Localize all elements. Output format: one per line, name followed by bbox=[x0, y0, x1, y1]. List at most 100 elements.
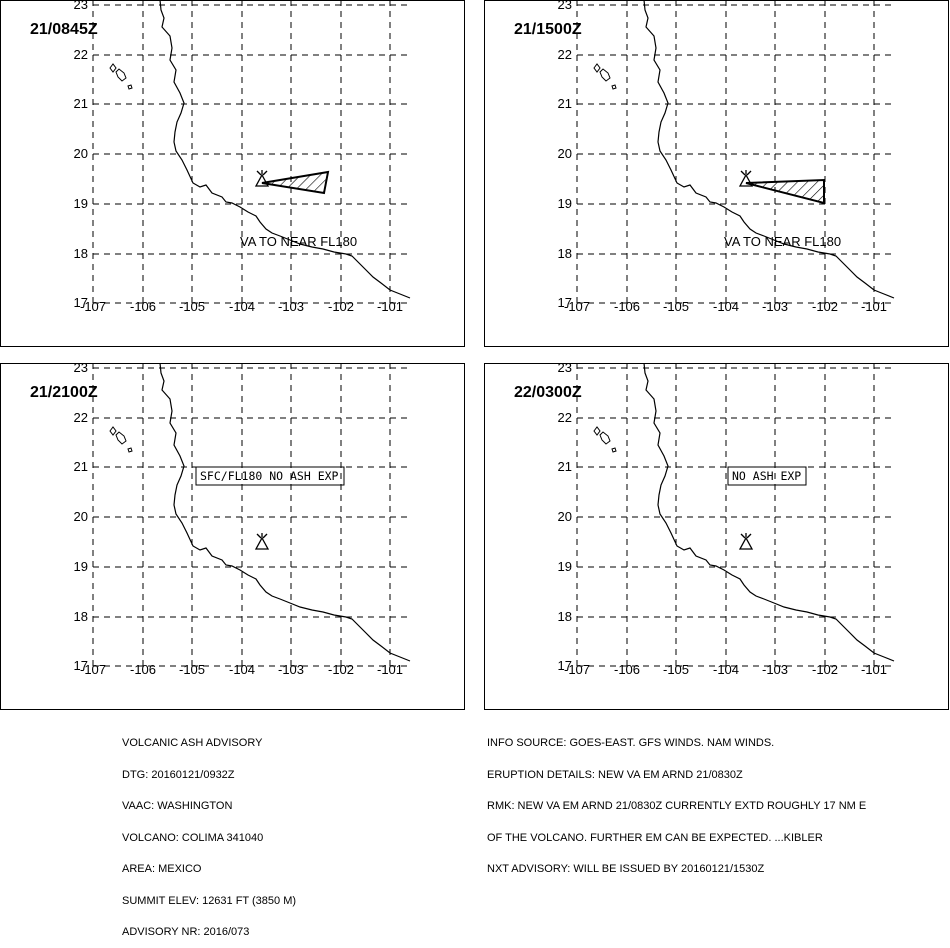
longitude-label: -106 bbox=[130, 662, 156, 677]
longitude-label: -103 bbox=[762, 662, 788, 677]
ash-height-text: VA TO NEAR FL180 bbox=[724, 234, 841, 249]
longitude-label: -104 bbox=[229, 299, 255, 314]
longitude-label: -107 bbox=[564, 662, 590, 677]
longitude-label: -103 bbox=[278, 662, 304, 677]
latitude-label: 21 bbox=[558, 96, 572, 111]
lat-lon-grid bbox=[92, 0, 410, 305]
latitude-label: 19 bbox=[74, 196, 88, 211]
forecast-time-label: 21/2100Z bbox=[30, 384, 98, 401]
coastline bbox=[159, 0, 411, 299]
forecast-panel-3: 23 22 21 20 19 18 17 -107 -106 -105 -104 -103 -102 -1… bbox=[0, 363, 465, 710]
latitude-label: 21 bbox=[558, 459, 572, 474]
longitude-label: -107 bbox=[564, 299, 590, 314]
coastline bbox=[159, 363, 411, 662]
island bbox=[109, 426, 117, 436]
advisory-summit-elev: SUMMIT ELEV: 12631 FT (3850 M) bbox=[122, 894, 297, 907]
island bbox=[127, 84, 133, 90]
panel-map: 23 22 21 20 19 18 17-107 -106 -105 -104 -103 -102 -1… bbox=[0, 363, 465, 710]
volcano-triangle-icon bbox=[254, 533, 270, 550]
latitude-label: 23 bbox=[558, 0, 572, 12]
longitude-label: -101 bbox=[377, 662, 403, 677]
island bbox=[599, 431, 611, 445]
longitude-label: -107 bbox=[80, 299, 106, 314]
longitude-label: -104 bbox=[713, 299, 739, 314]
panel-border bbox=[0, 0, 465, 347]
longitude-label: -105 bbox=[663, 662, 689, 677]
longitude-label: -102 bbox=[812, 299, 838, 314]
no-ash-box-border bbox=[727, 466, 807, 486]
longitude-label: -102 bbox=[812, 662, 838, 677]
forecast-time-label: 21/0845Z bbox=[30, 21, 98, 38]
island bbox=[593, 63, 601, 73]
longitude-label: -105 bbox=[179, 662, 205, 677]
longitude-label: -107 bbox=[80, 662, 106, 677]
longitude-label: -106 bbox=[130, 299, 156, 314]
no-ash-box-border bbox=[195, 466, 345, 486]
island bbox=[599, 68, 611, 82]
advisory-remark-line-2: OF THE VOLCANO. FURTHER EM CAN BE EXPECT… bbox=[487, 831, 823, 844]
no-ash-box: SFC/FL180 NO ASH EXP bbox=[195, 466, 345, 486]
latitude-label: 20 bbox=[74, 509, 88, 524]
latitude-label: 22 bbox=[558, 47, 572, 62]
advisory-header-left: VOLCANIC ASH ADVISORY DTG: 20160121/0932… bbox=[122, 717, 296, 948]
panel-map: 23 22 21 20 19 18 17-107 -106 -105 -104 -103 -102 -1… bbox=[484, 0, 949, 347]
advisory-remark-line-1: RMK: NEW VA EM ARND 21/0830Z CURRENTLY E… bbox=[487, 800, 867, 812]
latitude-label: 21 bbox=[74, 459, 88, 474]
advisory-volcano: VOLCANO: COLIMA 341040 bbox=[122, 831, 264, 844]
latitude-label: 18 bbox=[74, 609, 88, 624]
no-ash-box: NO ASH EXP bbox=[727, 466, 807, 486]
latitude-label: 19 bbox=[558, 559, 572, 574]
advisory-title: VOLCANIC ASH ADVISORY bbox=[122, 737, 263, 749]
advisory-info-source: INFO SOURCE: GOES-EAST. GFS WINDS. NAM W… bbox=[487, 737, 775, 749]
advisory-number: ADVISORY NR: 2016/073 bbox=[122, 926, 250, 938]
longitude-label: -101 bbox=[377, 299, 403, 314]
no-ash-text: NO ASH EXP bbox=[732, 469, 801, 483]
island bbox=[109, 63, 117, 73]
latitude-label: 17 bbox=[74, 295, 88, 310]
longitude-label: -102 bbox=[328, 662, 354, 677]
latitude-label: 20 bbox=[558, 509, 572, 524]
longitude-label: -103 bbox=[762, 299, 788, 314]
advisory-next-advisory: NXT ADVISORY: WILL BE ISSUED BY 20160121… bbox=[487, 863, 765, 875]
forecast-time-label: 22/0300Z bbox=[514, 384, 582, 401]
latitude-label: 17 bbox=[74, 658, 88, 673]
island bbox=[127, 447, 133, 453]
volcano-triangle-icon bbox=[738, 170, 754, 187]
island bbox=[611, 84, 617, 90]
panel-map: 23 22 21 20 19 18 17-107 -106 -105 -104 -103 -102 -1… bbox=[0, 0, 465, 347]
longitude-label: -106 bbox=[614, 299, 640, 314]
no-ash-text: SFC/FL180 NO ASH EXP bbox=[200, 469, 339, 483]
latitude-label: 18 bbox=[558, 609, 572, 624]
longitude-label: -106 bbox=[614, 662, 640, 677]
volcano-triangle-icon bbox=[738, 533, 754, 550]
latitude-label: 22 bbox=[558, 410, 572, 425]
longitude-label: -101 bbox=[861, 299, 887, 314]
latitude-label: 18 bbox=[74, 246, 88, 261]
latitude-label: 22 bbox=[74, 410, 88, 425]
lat-lon-grid bbox=[92, 363, 410, 668]
coastline bbox=[643, 363, 895, 662]
longitude-label: -104 bbox=[713, 662, 739, 677]
island bbox=[115, 68, 127, 82]
ash-height-text: VA TO NEAR FL180 bbox=[240, 234, 357, 249]
latitude-label: 20 bbox=[74, 146, 88, 161]
longitude-label: -105 bbox=[663, 299, 689, 314]
advisory-header-right: INFO SOURCE: GOES-EAST. GFS WINDS. NAM W… bbox=[487, 717, 866, 885]
forecast-panel-4: 23 22 21 20 19 18 17 -107 -106 -105 -104 -103 -102 -1… bbox=[484, 363, 949, 710]
longitude-label: -104 bbox=[229, 662, 255, 677]
forecast-panel-2: 23 22 21 20 19 18 17 -107 -106 -105 -104 -103 -102 -1… bbox=[484, 0, 949, 347]
latitude-label: 20 bbox=[558, 146, 572, 161]
latitude-label: 22 bbox=[74, 47, 88, 62]
longitude-label: -105 bbox=[179, 299, 205, 314]
lat-lon-grid bbox=[576, 0, 894, 305]
advisory-eruption-details: ERUPTION DETAILS: NEW VA EM ARND 21/0830… bbox=[487, 768, 743, 781]
panel-map: 23 22 21 20 19 18 17-107 -106 -105 -104 -103 -102 -1… bbox=[484, 363, 949, 710]
advisory-dtg: DTG: 20160121/0932Z bbox=[122, 768, 235, 781]
forecast-time-label: 21/1500Z bbox=[514, 21, 582, 38]
latitude-label: 23 bbox=[74, 0, 88, 12]
volcano-triangle-icon bbox=[254, 170, 270, 187]
latitude-label: 19 bbox=[558, 196, 572, 211]
panel-border bbox=[484, 363, 949, 710]
latitude-label: 21 bbox=[74, 96, 88, 111]
coastline bbox=[643, 0, 895, 299]
